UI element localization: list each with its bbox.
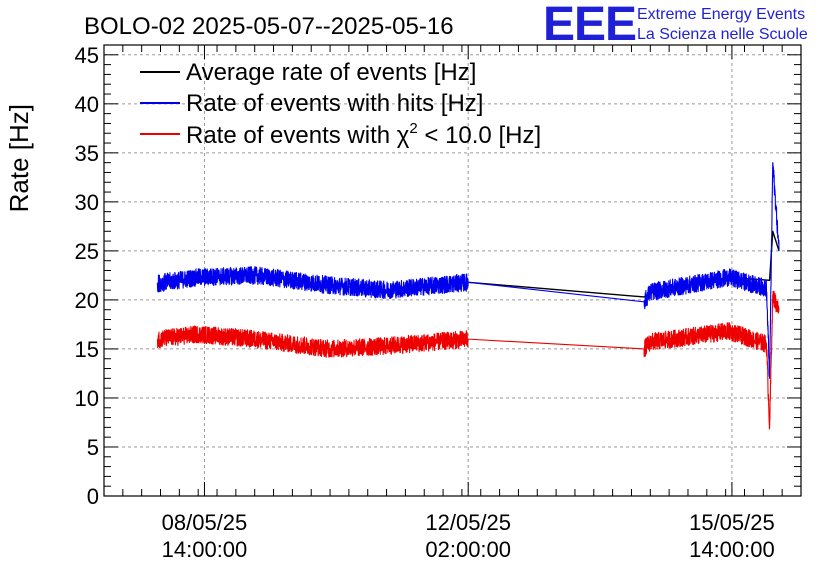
y-tick-label: 5 [87, 435, 99, 460]
legend-label-hits: Rate of events with hits [Hz] [186, 90, 483, 117]
logo-line1: Extreme Energy Events [637, 6, 805, 23]
eee-logo: EEE Extreme Energy Events La Scienza nel… [543, 0, 808, 51]
legend-item-average: Average rate of events [Hz] [140, 59, 476, 86]
grid [104, 45, 801, 496]
y-tick-label: 25 [75, 239, 99, 264]
y-tick-label: 10 [75, 386, 99, 411]
x-tick-label-time: 02:00:00 [425, 537, 511, 562]
y-tick-label: 0 [87, 484, 99, 509]
x-tick-label-date: 12/05/25 [425, 510, 511, 535]
legend-item-chi2: Rate of events with χ2 < 10.0 [Hz] [140, 120, 541, 149]
legend-label-average: Average rate of events [Hz] [186, 59, 476, 86]
x-tick-label-time: 14:00:00 [162, 537, 248, 562]
chart-title: BOLO-02 2025-05-07--2025-05-16 [84, 13, 454, 40]
series-layer [156, 162, 780, 430]
legend-item-hits: Rate of events with hits [Hz] [140, 90, 483, 117]
y-tick-label: 35 [75, 141, 99, 166]
y-tick-label: 30 [75, 190, 99, 215]
series-2 [156, 290, 780, 430]
axes: 05101520253035404508/05/2514:00:0012/05/… [75, 43, 802, 562]
y-tick-label: 40 [75, 92, 99, 117]
y-tick-label: 45 [75, 43, 99, 68]
x-tick-label-date: 08/05/25 [162, 510, 248, 535]
y-tick-label: 15 [75, 337, 99, 362]
x-tick-label-time: 14:00:00 [689, 537, 775, 562]
legend-label-chi2: Rate of events with χ2 < 10.0 [Hz] [186, 120, 541, 149]
y-axis-label: Rate [Hz] [4, 104, 34, 212]
y-tick-label: 20 [75, 288, 99, 313]
logo-mark: EEE [543, 0, 636, 51]
series-line-2 [156, 290, 780, 430]
logo-line2: La Scienza nelle Scuole [637, 26, 808, 43]
x-tick-label-date: 15/05/25 [689, 510, 775, 535]
legend: Average rate of events [Hz] Rate of even… [140, 59, 541, 149]
series-1 [156, 162, 780, 379]
series-line-1 [156, 162, 780, 379]
